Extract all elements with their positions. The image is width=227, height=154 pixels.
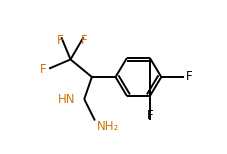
Text: F: F [81,34,87,47]
Text: F: F [40,63,46,76]
Text: F: F [57,34,64,47]
Text: F: F [146,109,153,122]
Text: NH₂: NH₂ [96,120,118,133]
Text: HN: HN [58,93,76,106]
Text: F: F [185,71,192,83]
